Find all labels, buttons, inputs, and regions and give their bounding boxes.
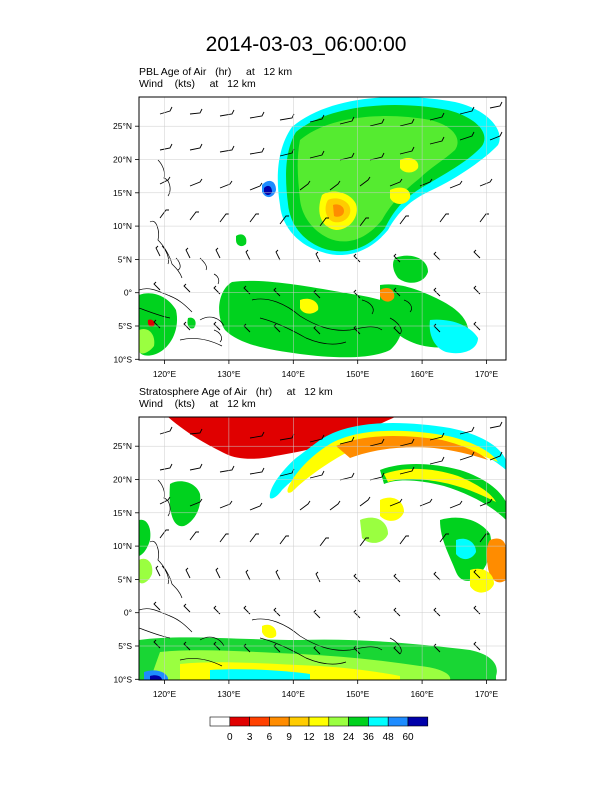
lon-tick-label: 130°E <box>217 369 241 379</box>
lat-tick-label: 20°N <box>113 475 132 485</box>
colorbar-box <box>368 716 389 727</box>
panel2-coastlines <box>139 479 402 667</box>
panel2-frame <box>138 416 507 681</box>
colorbar-box <box>328 716 349 727</box>
lat-tick-label: 10°N <box>113 221 132 231</box>
colorbar-label: 60 <box>402 732 414 743</box>
colorbar-box <box>288 716 310 727</box>
panel2-title-line1: Stratosphere Age of Air (hr) at 12 km <box>139 386 333 398</box>
colorbar-box <box>229 716 250 727</box>
lat-tick-label: 10°S <box>113 674 132 684</box>
panel1-title-line2: Wind (kts) at 12 km <box>139 78 256 90</box>
colorbar: 0 3 6 9 12 18 24 36 48 60 <box>209 716 429 743</box>
lat-tick-label: 0° <box>124 288 132 298</box>
lon-tick-label: 140°E <box>282 369 306 379</box>
panel1-frame <box>138 96 507 361</box>
panel2-title-line2: Wind (kts) at 12 km <box>139 398 256 410</box>
panel2-tick-marks <box>135 445 487 684</box>
panel2-gridlines <box>139 417 506 680</box>
lat-tick-label: 5°S <box>118 321 132 331</box>
colorbar-box <box>387 716 409 727</box>
panel2-fill <box>139 417 506 680</box>
colorbar-label: 48 <box>383 732 395 743</box>
lon-tick-label: 160°E <box>410 689 434 699</box>
panel1-coastlines <box>139 159 412 347</box>
lat-tick-label: 15°N <box>113 508 132 518</box>
lon-tick-label: 120°E <box>153 689 177 699</box>
panel1-fill <box>139 97 500 358</box>
panel2-lon-labels: 120°E 130°E 140°E 150°E 160°E 170°E <box>153 689 499 699</box>
colorbar-box <box>209 716 231 727</box>
colorbar-label: 24 <box>343 732 355 743</box>
colorbar-label: 6 <box>267 732 273 743</box>
lat-tick-label: 5°N <box>118 574 132 584</box>
lat-tick-label: 5°N <box>118 254 132 264</box>
lon-tick-label: 160°E <box>410 369 434 379</box>
colorbar-label: 3 <box>247 732 253 743</box>
panel1-lon-labels: 120°E 130°E 140°E 150°E 160°E 170°E <box>153 369 499 379</box>
colorbar-boxes <box>209 716 429 727</box>
lat-tick-label: 0° <box>124 608 132 618</box>
colorbar-label: 9 <box>286 732 292 743</box>
colorbar-box <box>308 716 330 727</box>
colorbar-box <box>348 716 369 727</box>
panel1-tick-marks <box>135 125 487 364</box>
panel1-title-line1: PBL Age of Air (hr) at 12 km <box>139 66 293 78</box>
panel1-lat-labels: 25°N 20°N 15°N 10°N 5°N 0° 5°S 10°S <box>113 121 132 364</box>
panel2-map: 120°E 130°E 140°E 150°E 160°E 170°E 25°N… <box>113 416 507 699</box>
colorbar-label: 12 <box>303 732 315 743</box>
lat-tick-label: 25°N <box>113 121 132 131</box>
lon-tick-label: 130°E <box>217 689 241 699</box>
panel2-wind-barbs <box>153 421 503 655</box>
panel1-map: 120°E 130°E 140°E 150°E 160°E 170°E 25°N… <box>113 96 507 379</box>
colorbar-labels: 0 3 6 9 12 18 24 36 48 60 <box>227 732 414 743</box>
lon-tick-label: 150°E <box>346 369 370 379</box>
lon-tick-label: 170°E <box>475 689 499 699</box>
colorbar-box <box>269 716 290 727</box>
figure-title: 2014-03-03_06:00:00 <box>205 33 407 56</box>
colorbar-label: 36 <box>363 732 375 743</box>
colorbar-label: 0 <box>227 732 233 743</box>
colorbar-label: 18 <box>323 732 335 743</box>
panel1-gridlines <box>139 97 506 360</box>
lat-tick-label: 5°S <box>118 641 132 651</box>
lon-tick-label: 140°E <box>282 689 306 699</box>
lat-tick-label: 10°S <box>113 354 132 364</box>
lat-tick-label: 25°N <box>113 441 132 451</box>
panel2-lat-labels: 25°N 20°N 15°N 10°N 5°N 0° 5°S 10°S <box>113 441 132 684</box>
lat-tick-label: 10°N <box>113 541 132 551</box>
lat-tick-label: 15°N <box>113 188 132 198</box>
colorbar-box <box>249 716 270 727</box>
colorbar-box <box>407 716 429 727</box>
lat-tick-label: 20°N <box>113 155 132 165</box>
lon-tick-label: 170°E <box>475 369 499 379</box>
lon-tick-label: 120°E <box>153 369 177 379</box>
lon-tick-label: 150°E <box>346 689 370 699</box>
